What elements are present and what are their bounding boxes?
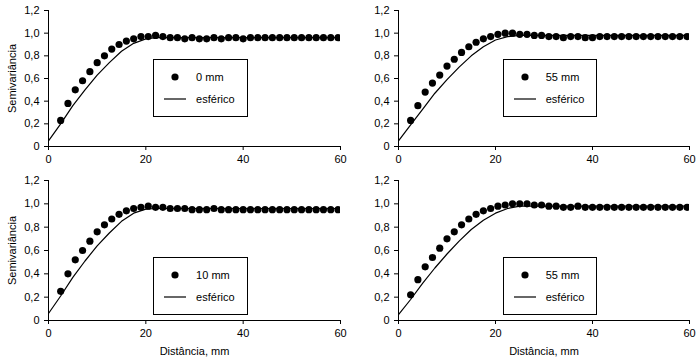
html-text:esférico: esférico (545, 93, 585, 105)
svg-text:1,2: 1,2 (374, 174, 389, 186)
html-text:55 mm: 55 mm (545, 71, 580, 83)
svg-text:20: 20 (140, 153, 152, 165)
svg-text:1,0: 1,0 (24, 197, 39, 209)
svg-text:0: 0 (395, 153, 401, 165)
svg-text:0: 0 (33, 140, 39, 152)
svg-text:40: 40 (237, 153, 249, 165)
svg-text:0,8: 0,8 (24, 49, 39, 61)
html-text:0 mm: 0 mm (196, 71, 224, 83)
svg-text:Semivariância: Semivariância (6, 215, 18, 285)
svg-text:20: 20 (489, 327, 501, 339)
html-text:10 mm: 10 mm (196, 269, 230, 281)
svg-text:0: 0 (45, 327, 51, 339)
html-text:esférico: esférico (196, 93, 235, 105)
svg-text:0,8: 0,8 (24, 221, 39, 233)
html-text:esférico: esférico (196, 291, 235, 303)
svg-text:0,2: 0,2 (374, 117, 389, 129)
svg-text:0,4: 0,4 (374, 267, 389, 279)
svg-text:20: 20 (489, 153, 501, 165)
svg-text:0,2: 0,2 (24, 117, 39, 129)
svg-text:1,2: 1,2 (24, 4, 39, 16)
svg-text:40: 40 (586, 153, 598, 165)
html-text:55 mm: 55 mm (545, 269, 580, 281)
svg-text:0,6: 0,6 (24, 72, 39, 84)
svg-text:Semivariância: Semivariância (6, 43, 18, 113)
svg-text:0,2: 0,2 (374, 291, 389, 303)
svg-text:0: 0 (383, 140, 389, 152)
svg-text:0,4: 0,4 (374, 95, 389, 107)
svg-text:0: 0 (45, 153, 51, 165)
svg-text:0,6: 0,6 (374, 72, 389, 84)
svg-text:0: 0 (395, 327, 401, 339)
svg-text:0: 0 (383, 314, 389, 326)
svg-text:0,8: 0,8 (374, 221, 389, 233)
html-text:esférico: esférico (545, 291, 585, 303)
svg-text:0,4: 0,4 (24, 267, 39, 279)
svg-text:60: 60 (334, 327, 346, 339)
svg-text:20: 20 (140, 327, 152, 339)
svg-text:40: 40 (237, 327, 249, 339)
svg-text:1,2: 1,2 (24, 174, 39, 186)
svg-text:60: 60 (683, 327, 695, 339)
svg-text:0,4: 0,4 (24, 95, 39, 107)
svg-text:0,6: 0,6 (24, 244, 39, 256)
svg-text:1,0: 1,0 (24, 27, 39, 39)
svg-text:0: 0 (33, 314, 39, 326)
svg-text:Distância, mm: Distância, mm (160, 345, 230, 357)
svg-text:40: 40 (586, 327, 598, 339)
svg-text:1,0: 1,0 (374, 27, 389, 39)
svg-text:0,6: 0,6 (374, 244, 389, 256)
svg-text:60: 60 (683, 153, 695, 165)
svg-text:0,8: 0,8 (374, 49, 389, 61)
svg-text:Distância, mm: Distância, mm (509, 345, 579, 357)
svg-text:1,2: 1,2 (374, 4, 389, 16)
svg-text:60: 60 (334, 153, 346, 165)
svg-text:0,2: 0,2 (24, 291, 39, 303)
svg-text:1,0: 1,0 (374, 197, 389, 209)
